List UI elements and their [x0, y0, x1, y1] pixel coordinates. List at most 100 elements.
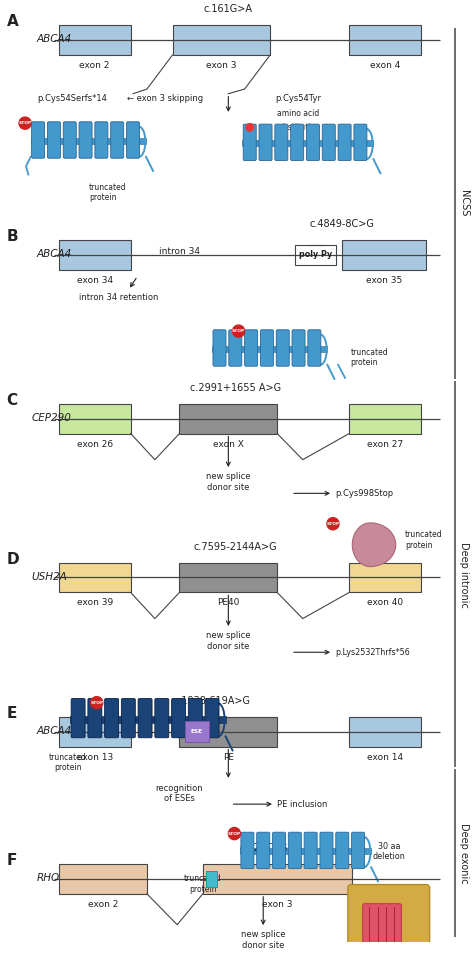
- Text: amino acid: amino acid: [277, 109, 319, 117]
- Text: new splice
donor site: new splice donor site: [206, 473, 251, 492]
- FancyBboxPatch shape: [203, 864, 352, 894]
- Text: c.7595-2144A>G: c.7595-2144A>G: [193, 541, 277, 552]
- FancyBboxPatch shape: [47, 122, 61, 159]
- Text: exon 3: exon 3: [262, 900, 292, 909]
- Text: truncated
protein: truncated protein: [89, 182, 127, 202]
- Text: RHO: RHO: [36, 873, 59, 883]
- FancyBboxPatch shape: [245, 329, 258, 366]
- Text: exon 3: exon 3: [206, 61, 237, 70]
- Polygon shape: [352, 523, 396, 566]
- FancyBboxPatch shape: [288, 832, 301, 869]
- FancyBboxPatch shape: [184, 721, 209, 742]
- FancyBboxPatch shape: [180, 717, 277, 747]
- FancyBboxPatch shape: [349, 25, 421, 55]
- Text: c.620T>G: c.620T>G: [239, 843, 287, 853]
- FancyBboxPatch shape: [79, 122, 92, 159]
- Text: PE inclusion: PE inclusion: [277, 799, 328, 809]
- FancyBboxPatch shape: [127, 122, 139, 159]
- Text: A: A: [7, 14, 18, 30]
- Text: CEP290: CEP290: [32, 413, 72, 423]
- Circle shape: [91, 696, 103, 709]
- Text: truncated
protein: truncated protein: [351, 348, 388, 368]
- Text: ESE: ESE: [191, 730, 203, 734]
- FancyBboxPatch shape: [307, 124, 319, 160]
- FancyBboxPatch shape: [348, 884, 430, 955]
- Text: new splice
donor site: new splice donor site: [206, 631, 251, 650]
- FancyBboxPatch shape: [342, 240, 426, 270]
- Text: exon X: exon X: [213, 439, 244, 449]
- Text: exon 4: exon 4: [370, 61, 401, 70]
- FancyBboxPatch shape: [59, 25, 131, 55]
- Text: PE: PE: [223, 753, 234, 762]
- Text: C: C: [7, 393, 18, 408]
- FancyBboxPatch shape: [338, 124, 351, 160]
- FancyBboxPatch shape: [213, 329, 226, 366]
- FancyBboxPatch shape: [70, 716, 226, 723]
- FancyBboxPatch shape: [110, 122, 124, 159]
- Circle shape: [19, 117, 31, 129]
- Text: B: B: [7, 229, 18, 244]
- Text: exon 35: exon 35: [366, 276, 402, 285]
- FancyBboxPatch shape: [32, 122, 45, 159]
- Text: p.Lys2532Thrfs*56: p.Lys2532Thrfs*56: [335, 647, 410, 657]
- Text: ABCA4: ABCA4: [36, 34, 72, 44]
- FancyBboxPatch shape: [59, 717, 131, 747]
- Text: Deep intronic: Deep intronic: [459, 542, 469, 608]
- Text: c.2991+1655 A>G: c.2991+1655 A>G: [190, 383, 281, 393]
- Text: ABCA4: ABCA4: [36, 249, 72, 259]
- FancyBboxPatch shape: [275, 124, 288, 160]
- Text: truncated
protein: truncated protein: [49, 753, 87, 773]
- FancyBboxPatch shape: [105, 698, 118, 738]
- Text: exon 39: exon 39: [76, 599, 113, 607]
- FancyBboxPatch shape: [363, 903, 401, 955]
- Text: p.Cys54Serfs*14: p.Cys54Serfs*14: [37, 94, 108, 103]
- FancyBboxPatch shape: [155, 698, 169, 738]
- Text: exon 40: exon 40: [367, 599, 403, 607]
- FancyBboxPatch shape: [138, 698, 152, 738]
- Text: STOP: STOP: [327, 521, 339, 525]
- FancyBboxPatch shape: [188, 698, 202, 738]
- Text: STOP: STOP: [228, 832, 241, 836]
- FancyBboxPatch shape: [308, 329, 321, 366]
- FancyBboxPatch shape: [257, 832, 270, 869]
- FancyBboxPatch shape: [240, 848, 371, 855]
- FancyBboxPatch shape: [173, 25, 270, 55]
- FancyBboxPatch shape: [243, 124, 256, 160]
- Text: PE40: PE40: [217, 599, 239, 607]
- FancyBboxPatch shape: [273, 832, 285, 869]
- Text: 30 aa
deletion: 30 aa deletion: [373, 841, 405, 861]
- Text: c.161G>A: c.161G>A: [204, 4, 253, 14]
- Text: exon 34: exon 34: [77, 276, 113, 285]
- Text: p.Cys54Tyr: p.Cys54Tyr: [275, 94, 321, 103]
- FancyBboxPatch shape: [354, 124, 367, 160]
- FancyBboxPatch shape: [31, 138, 146, 144]
- Circle shape: [327, 518, 339, 530]
- FancyBboxPatch shape: [276, 329, 289, 366]
- FancyBboxPatch shape: [242, 140, 374, 146]
- FancyBboxPatch shape: [352, 832, 365, 869]
- FancyBboxPatch shape: [336, 832, 349, 869]
- FancyBboxPatch shape: [95, 122, 108, 159]
- Text: exon 2: exon 2: [80, 61, 110, 70]
- FancyBboxPatch shape: [172, 698, 185, 738]
- FancyBboxPatch shape: [259, 124, 272, 160]
- Text: STOP: STOP: [18, 121, 32, 125]
- Circle shape: [246, 123, 254, 131]
- FancyBboxPatch shape: [71, 698, 85, 738]
- FancyBboxPatch shape: [205, 698, 219, 738]
- Text: E: E: [7, 706, 17, 721]
- FancyBboxPatch shape: [320, 832, 333, 869]
- FancyBboxPatch shape: [292, 329, 305, 366]
- Text: exon 13: exon 13: [76, 753, 113, 762]
- FancyBboxPatch shape: [59, 404, 131, 434]
- FancyBboxPatch shape: [207, 871, 217, 887]
- Text: intron 34 retention: intron 34 retention: [79, 293, 159, 303]
- FancyBboxPatch shape: [59, 562, 131, 592]
- Circle shape: [228, 827, 240, 839]
- Text: c.1938-619A>G: c.1938-619A>G: [173, 696, 251, 706]
- Text: p.Cys998Stop: p.Cys998Stop: [335, 489, 393, 498]
- FancyBboxPatch shape: [304, 832, 317, 869]
- Text: poly Py: poly Py: [299, 250, 332, 260]
- FancyBboxPatch shape: [180, 562, 277, 592]
- FancyBboxPatch shape: [63, 122, 76, 159]
